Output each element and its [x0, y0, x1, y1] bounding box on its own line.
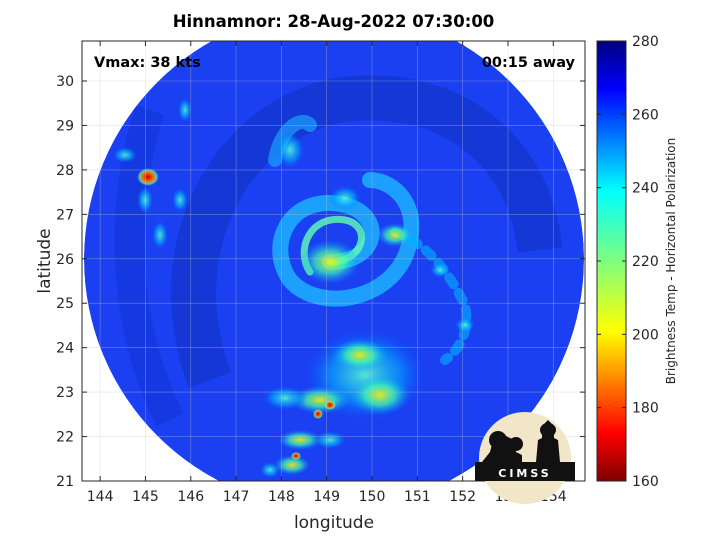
- colorbar-tick-label: 180: [632, 401, 659, 417]
- rainband-sw-red: [291, 452, 301, 460]
- y-axis-label: latitude: [35, 228, 55, 293]
- cloud-blob-east: [377, 223, 413, 247]
- x-tick-label: 149: [313, 489, 340, 505]
- y-tick-label: 25: [56, 296, 74, 312]
- y-tick-label: 29: [56, 118, 74, 134]
- logo-dish-1: [489, 431, 507, 449]
- x-tick-label: 145: [132, 489, 159, 505]
- nw-band-1: [113, 147, 137, 163]
- colorbar-tick-label: 160: [632, 474, 659, 490]
- east-cells: [430, 262, 450, 278]
- cold-spot-north: [137, 168, 159, 186]
- convective-core-4: [263, 386, 307, 410]
- x-tick-label: 151: [404, 489, 431, 505]
- rainband-sw-4: [260, 462, 280, 478]
- y-tick-label: 30: [56, 74, 74, 90]
- y-tick-label: 26: [56, 252, 74, 268]
- y-tick-label: 27: [56, 207, 74, 223]
- nw-band-4: [178, 98, 192, 122]
- vmax-annotation: Vmax: 38 kts: [94, 55, 201, 71]
- nw-band-2: [137, 186, 153, 214]
- ne-cell: [276, 132, 304, 168]
- y-tick-label: 28: [56, 163, 74, 179]
- spiral-band-outer: [272, 172, 420, 307]
- colorbar: [596, 40, 627, 482]
- colorbar-tick-label: 240: [632, 181, 659, 197]
- x-axis-label: longitude: [294, 513, 374, 533]
- x-tick-label: 146: [177, 489, 204, 505]
- y-tick-label: 21: [56, 474, 74, 490]
- y-tick-label: 24: [56, 341, 74, 357]
- convective-core-1: [332, 339, 388, 371]
- y-axis: 21 22 23 24 25 26 27 28 29 30: [56, 74, 585, 490]
- colorbar-label: Brightness Temp - Horizontal Polarizatio…: [664, 138, 678, 385]
- convective-red-1: [324, 400, 336, 410]
- x-tick-label: 144: [87, 489, 114, 505]
- chart-title: Hinnamnor: 28-Aug-2022 07:30:00: [172, 12, 495, 31]
- convective-core-2: [350, 375, 410, 415]
- cimss-logo: CIMSS: [475, 412, 575, 504]
- east-cells-2: [455, 317, 475, 333]
- nw-band-5: [172, 188, 188, 212]
- colorbar-ticks: 160 180 200 220 240 260 280: [597, 34, 659, 490]
- colorbar-tick-label: 280: [632, 34, 659, 50]
- x-tick-label: 147: [223, 489, 250, 505]
- x-tick-label: 148: [268, 489, 295, 505]
- x-tick-label: 150: [359, 489, 386, 505]
- logo-dish-2: [509, 437, 523, 451]
- x-tick-label: 152: [449, 489, 476, 505]
- time-away-annotation: 00:15 away: [482, 55, 576, 71]
- colorbar-tick-label: 220: [632, 254, 659, 270]
- cloud-blob-center: [300, 240, 360, 284]
- cloud-blob-north: [329, 186, 361, 210]
- y-tick-label: 23: [56, 385, 74, 401]
- y-tick-label: 22: [56, 430, 74, 446]
- rainband-sw-3: [314, 431, 346, 449]
- plot-border: [81, 40, 586, 482]
- nw-band-3: [152, 221, 168, 249]
- logo-tower-top: [540, 423, 556, 437]
- convective-red-2: [313, 409, 323, 419]
- colorbar-tick-label: 200: [632, 327, 659, 343]
- logo-text: CIMSS: [498, 467, 551, 480]
- colorbar-tick-label: 260: [632, 107, 659, 123]
- outer-rainband-east: [390, 227, 472, 365]
- rainband-sw-1: [278, 430, 322, 450]
- dark-band-west: [114, 105, 184, 427]
- rainband-sw-2: [274, 455, 310, 475]
